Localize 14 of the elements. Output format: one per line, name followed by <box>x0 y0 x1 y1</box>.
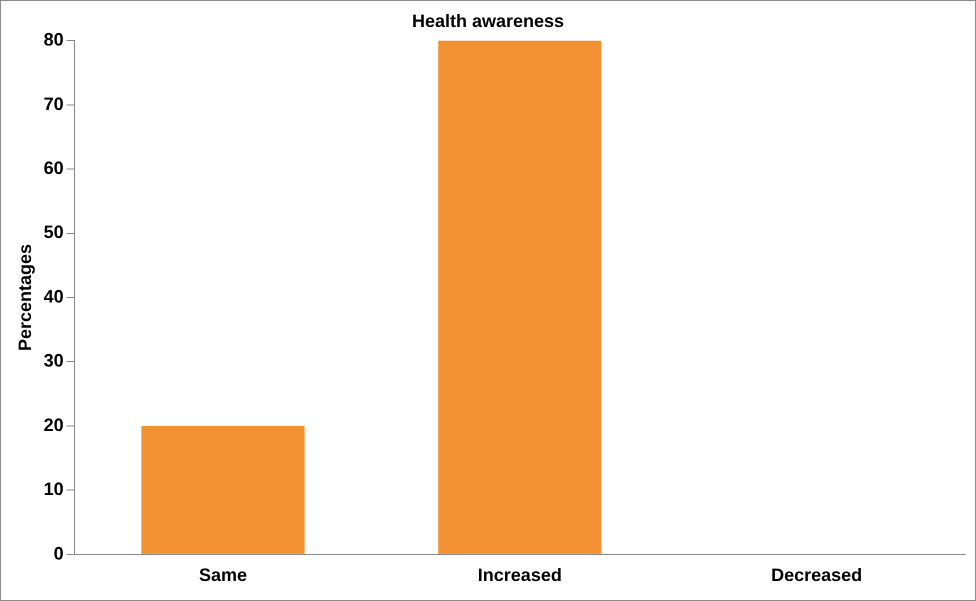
x-tick-label: Increased <box>478 565 562 586</box>
y-tick-label: 20 <box>44 414 64 435</box>
x-tick-label: Same <box>198 565 248 586</box>
y-axis-title: Percentages <box>14 244 35 352</box>
y-tick-label: 50 <box>44 222 64 242</box>
y-tick-label: 80 <box>44 30 64 50</box>
y-tick-label: 40 <box>44 286 64 306</box>
y-tick-label: 60 <box>44 158 64 178</box>
x-tick-label: Decreased <box>771 565 862 586</box>
y-tick-label: 30 <box>44 350 64 371</box>
chart-title: Health awareness <box>412 10 564 31</box>
y-tick-label: 0 <box>54 543 64 564</box>
y-tick-label: 10 <box>44 479 64 500</box>
y-tick-label: 70 <box>44 94 64 114</box>
